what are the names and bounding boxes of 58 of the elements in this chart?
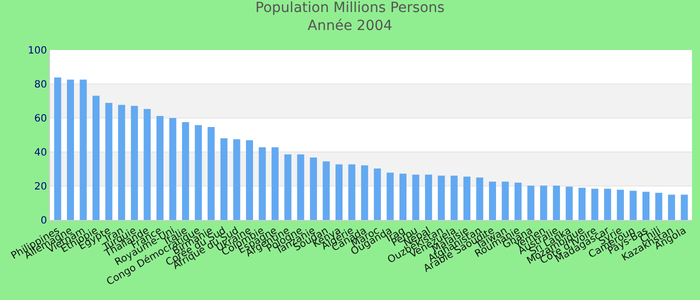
bar — [80, 80, 87, 220]
bar — [642, 192, 650, 220]
bar — [488, 182, 496, 220]
bar — [182, 122, 190, 220]
bar — [591, 188, 598, 220]
bar — [361, 165, 368, 220]
bar — [54, 78, 62, 220]
bar — [412, 174, 420, 220]
y-tick-label: 20 — [34, 182, 47, 192]
y-tick-label: 60 — [34, 114, 47, 124]
bar — [297, 154, 304, 220]
bar — [208, 127, 215, 220]
bar — [578, 188, 586, 220]
bar — [284, 154, 292, 220]
bar — [258, 147, 266, 220]
bar — [463, 176, 470, 220]
bar — [399, 174, 406, 220]
bar — [66, 80, 74, 220]
bar — [514, 182, 522, 220]
bar — [425, 174, 432, 220]
chart-title: Population Millions Persons — [255, 0, 445, 16]
bar — [438, 176, 445, 220]
chart-subtitle: Année 2004 — [308, 18, 392, 34]
bar — [540, 186, 548, 220]
bar — [322, 161, 330, 220]
bar — [374, 168, 381, 220]
bar — [105, 102, 112, 220]
bar — [246, 140, 254, 220]
bar — [604, 188, 612, 220]
bar — [527, 186, 534, 220]
bar — [144, 108, 151, 220]
bar — [668, 194, 676, 220]
bar — [169, 118, 176, 220]
bar — [616, 190, 624, 220]
y-tick-label: 40 — [34, 148, 47, 158]
bar — [552, 186, 560, 220]
bar — [450, 176, 458, 220]
bar — [502, 182, 509, 220]
y-tick-label: 80 — [34, 80, 47, 90]
bar — [476, 178, 484, 220]
bar — [194, 125, 202, 220]
bar — [348, 164, 356, 220]
bar — [386, 172, 394, 220]
bar — [118, 104, 126, 220]
bar — [336, 164, 343, 220]
y-tick-label: 0 — [40, 216, 47, 226]
bar — [680, 194, 688, 220]
bar — [233, 139, 240, 220]
bar — [156, 116, 164, 220]
bar — [130, 106, 138, 220]
bar — [630, 190, 637, 220]
bar — [220, 138, 228, 220]
bar — [272, 147, 279, 220]
y-tick-label: 100 — [28, 46, 47, 56]
bar — [655, 192, 662, 220]
bar — [92, 96, 100, 220]
bar — [310, 157, 317, 220]
bar — [566, 186, 573, 220]
